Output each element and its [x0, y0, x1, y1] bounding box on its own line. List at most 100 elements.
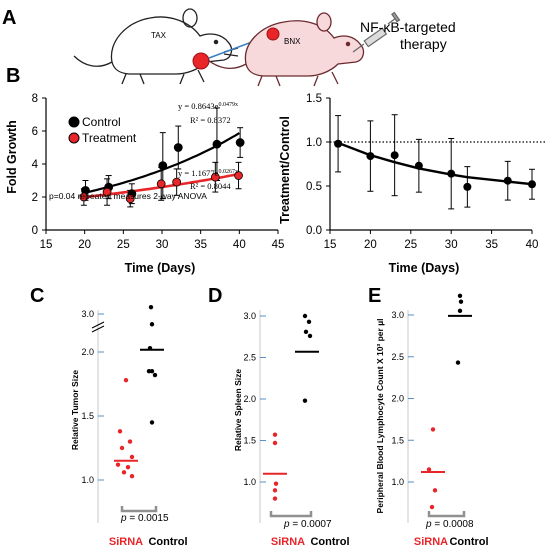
- sirna-point: [115, 462, 121, 467]
- ratio-point: [463, 182, 472, 191]
- treatment-point: [234, 171, 243, 180]
- x-tick-label: 30: [156, 239, 169, 251]
- sirna-point: [119, 445, 125, 451]
- x-tick-label: 40: [526, 239, 539, 251]
- axis-break-mark: [91, 321, 105, 329]
- y-axis-label: Relative Spleen Size: [233, 369, 243, 451]
- panel-label-e: E: [368, 285, 381, 307]
- ratio-fit-curve: [337, 141, 533, 186]
- control-point: [457, 308, 463, 314]
- syringe-icon: [352, 11, 401, 53]
- right-mouse-label: BNX: [284, 37, 301, 46]
- y-tick-label: 8: [32, 93, 38, 105]
- ratio-point: [503, 176, 512, 185]
- control-point: [158, 161, 168, 171]
- y-tick-label: 4: [32, 159, 39, 171]
- significance-bracket: [269, 511, 313, 518]
- group-label-sirna: SiRNA: [414, 536, 448, 548]
- y-tick-label: 2.5: [391, 352, 404, 362]
- tumor-size-chart: 1.0 1.5 2.0 3.0 Relative Tumor Size p = 0.0…: [70, 304, 188, 548]
- sirna-point: [432, 488, 438, 493]
- control-point: [307, 333, 313, 339]
- control-point: [457, 293, 463, 298]
- control-point: [302, 313, 308, 319]
- y-tick-label: 2.0: [391, 394, 404, 404]
- y-tick-label: 1.0: [306, 137, 322, 149]
- y-tick-label: 3.0: [391, 310, 404, 320]
- sirna-point: [272, 488, 278, 493]
- sirna-point: [272, 440, 278, 446]
- panel-label-c: C: [30, 285, 44, 307]
- therapy-label-line1: NF-κB-targeted: [360, 19, 456, 35]
- treatment-fit-r2: R² = 0.8044: [190, 181, 231, 191]
- control-point: [173, 143, 183, 152]
- significance-bracket: [120, 506, 158, 513]
- sirna-point: [129, 454, 135, 460]
- y-tick-label: 2.5: [243, 353, 256, 363]
- x-tick-label: 40: [233, 239, 246, 251]
- lymphocyte-count-chart: 1.0 1.5 2.0 2.5 3.0 Peripheral Blood Lymphoc…: [375, 293, 489, 548]
- control-point: [212, 139, 222, 149]
- y-tick-label: 0.5: [306, 181, 322, 193]
- y-tick-label: 3.0: [243, 311, 256, 321]
- x-axis-label: Time (Days): [389, 261, 460, 275]
- group-label-control: Control: [449, 536, 488, 548]
- panel-label-d: D: [208, 285, 222, 307]
- sirna-point: [430, 427, 436, 432]
- control-point: [148, 304, 154, 310]
- sirna-point: [129, 473, 135, 479]
- control-point: [302, 398, 308, 403]
- panel-label-b: B: [6, 65, 20, 87]
- legend-control-marker: [68, 116, 80, 128]
- x-tick-label: 25: [404, 239, 417, 251]
- p-value-label: p = 0.0015: [120, 513, 169, 524]
- sirna-point: [272, 432, 278, 437]
- panel-label-a: A: [2, 7, 16, 29]
- y-tick-label: 1.5: [391, 435, 404, 445]
- treatment-point: [102, 187, 112, 197]
- x-tick-label: 25: [117, 239, 130, 251]
- y-tick-label: 1.0: [391, 477, 404, 487]
- x-tick-label: 15: [324, 239, 337, 251]
- legend-treatment-label: Treatment: [82, 131, 137, 145]
- treatment-point: [210, 172, 220, 182]
- control-fit-equation: y = 0.8643e0.0479x: [178, 101, 238, 111]
- sirna-point: [127, 439, 133, 444]
- treatment-point: [172, 177, 182, 187]
- left-mouse-illustration: [73, 8, 239, 85]
- legend-treatment-marker: [68, 132, 80, 144]
- control-point: [149, 420, 155, 425]
- x-tick-label: 30: [445, 239, 458, 251]
- control-point: [146, 369, 152, 374]
- axis-break-mark: [91, 325, 105, 333]
- control-point: [152, 372, 158, 378]
- control-point: [306, 319, 312, 325]
- y-tick-label: 0: [32, 225, 38, 237]
- x-tick-label: 35: [485, 239, 498, 251]
- ratio-point: [528, 180, 536, 189]
- x-tick-label: 35: [194, 239, 207, 251]
- legend-control-label: Control: [82, 115, 121, 129]
- y-tick-label: 2.0: [243, 394, 256, 404]
- sirna-point: [272, 496, 278, 501]
- y-tick-label: 1.5: [306, 93, 322, 105]
- tumor-site-icon: [266, 27, 280, 41]
- group-label-control: Control: [310, 536, 349, 548]
- control-point: [455, 360, 461, 365]
- sirna-point: [121, 470, 127, 475]
- y-tick-label: 3.0: [81, 309, 94, 319]
- treatment-point: [79, 192, 89, 202]
- injection-site-icon: [192, 52, 210, 70]
- x-tick-label: 45: [272, 239, 285, 251]
- group-label-control: Control: [148, 536, 187, 548]
- ratio-point: [414, 161, 423, 170]
- control-point: [149, 322, 155, 327]
- ratio-point: [334, 139, 343, 148]
- significance-bracket: [427, 511, 466, 518]
- ratio-point: [366, 152, 375, 161]
- control-point: [235, 138, 245, 147]
- y-axis-label: Fold Growth: [5, 120, 19, 194]
- sirna-point: [426, 467, 432, 472]
- left-mouse-label: TAX: [151, 31, 167, 40]
- treatment-point: [156, 179, 166, 189]
